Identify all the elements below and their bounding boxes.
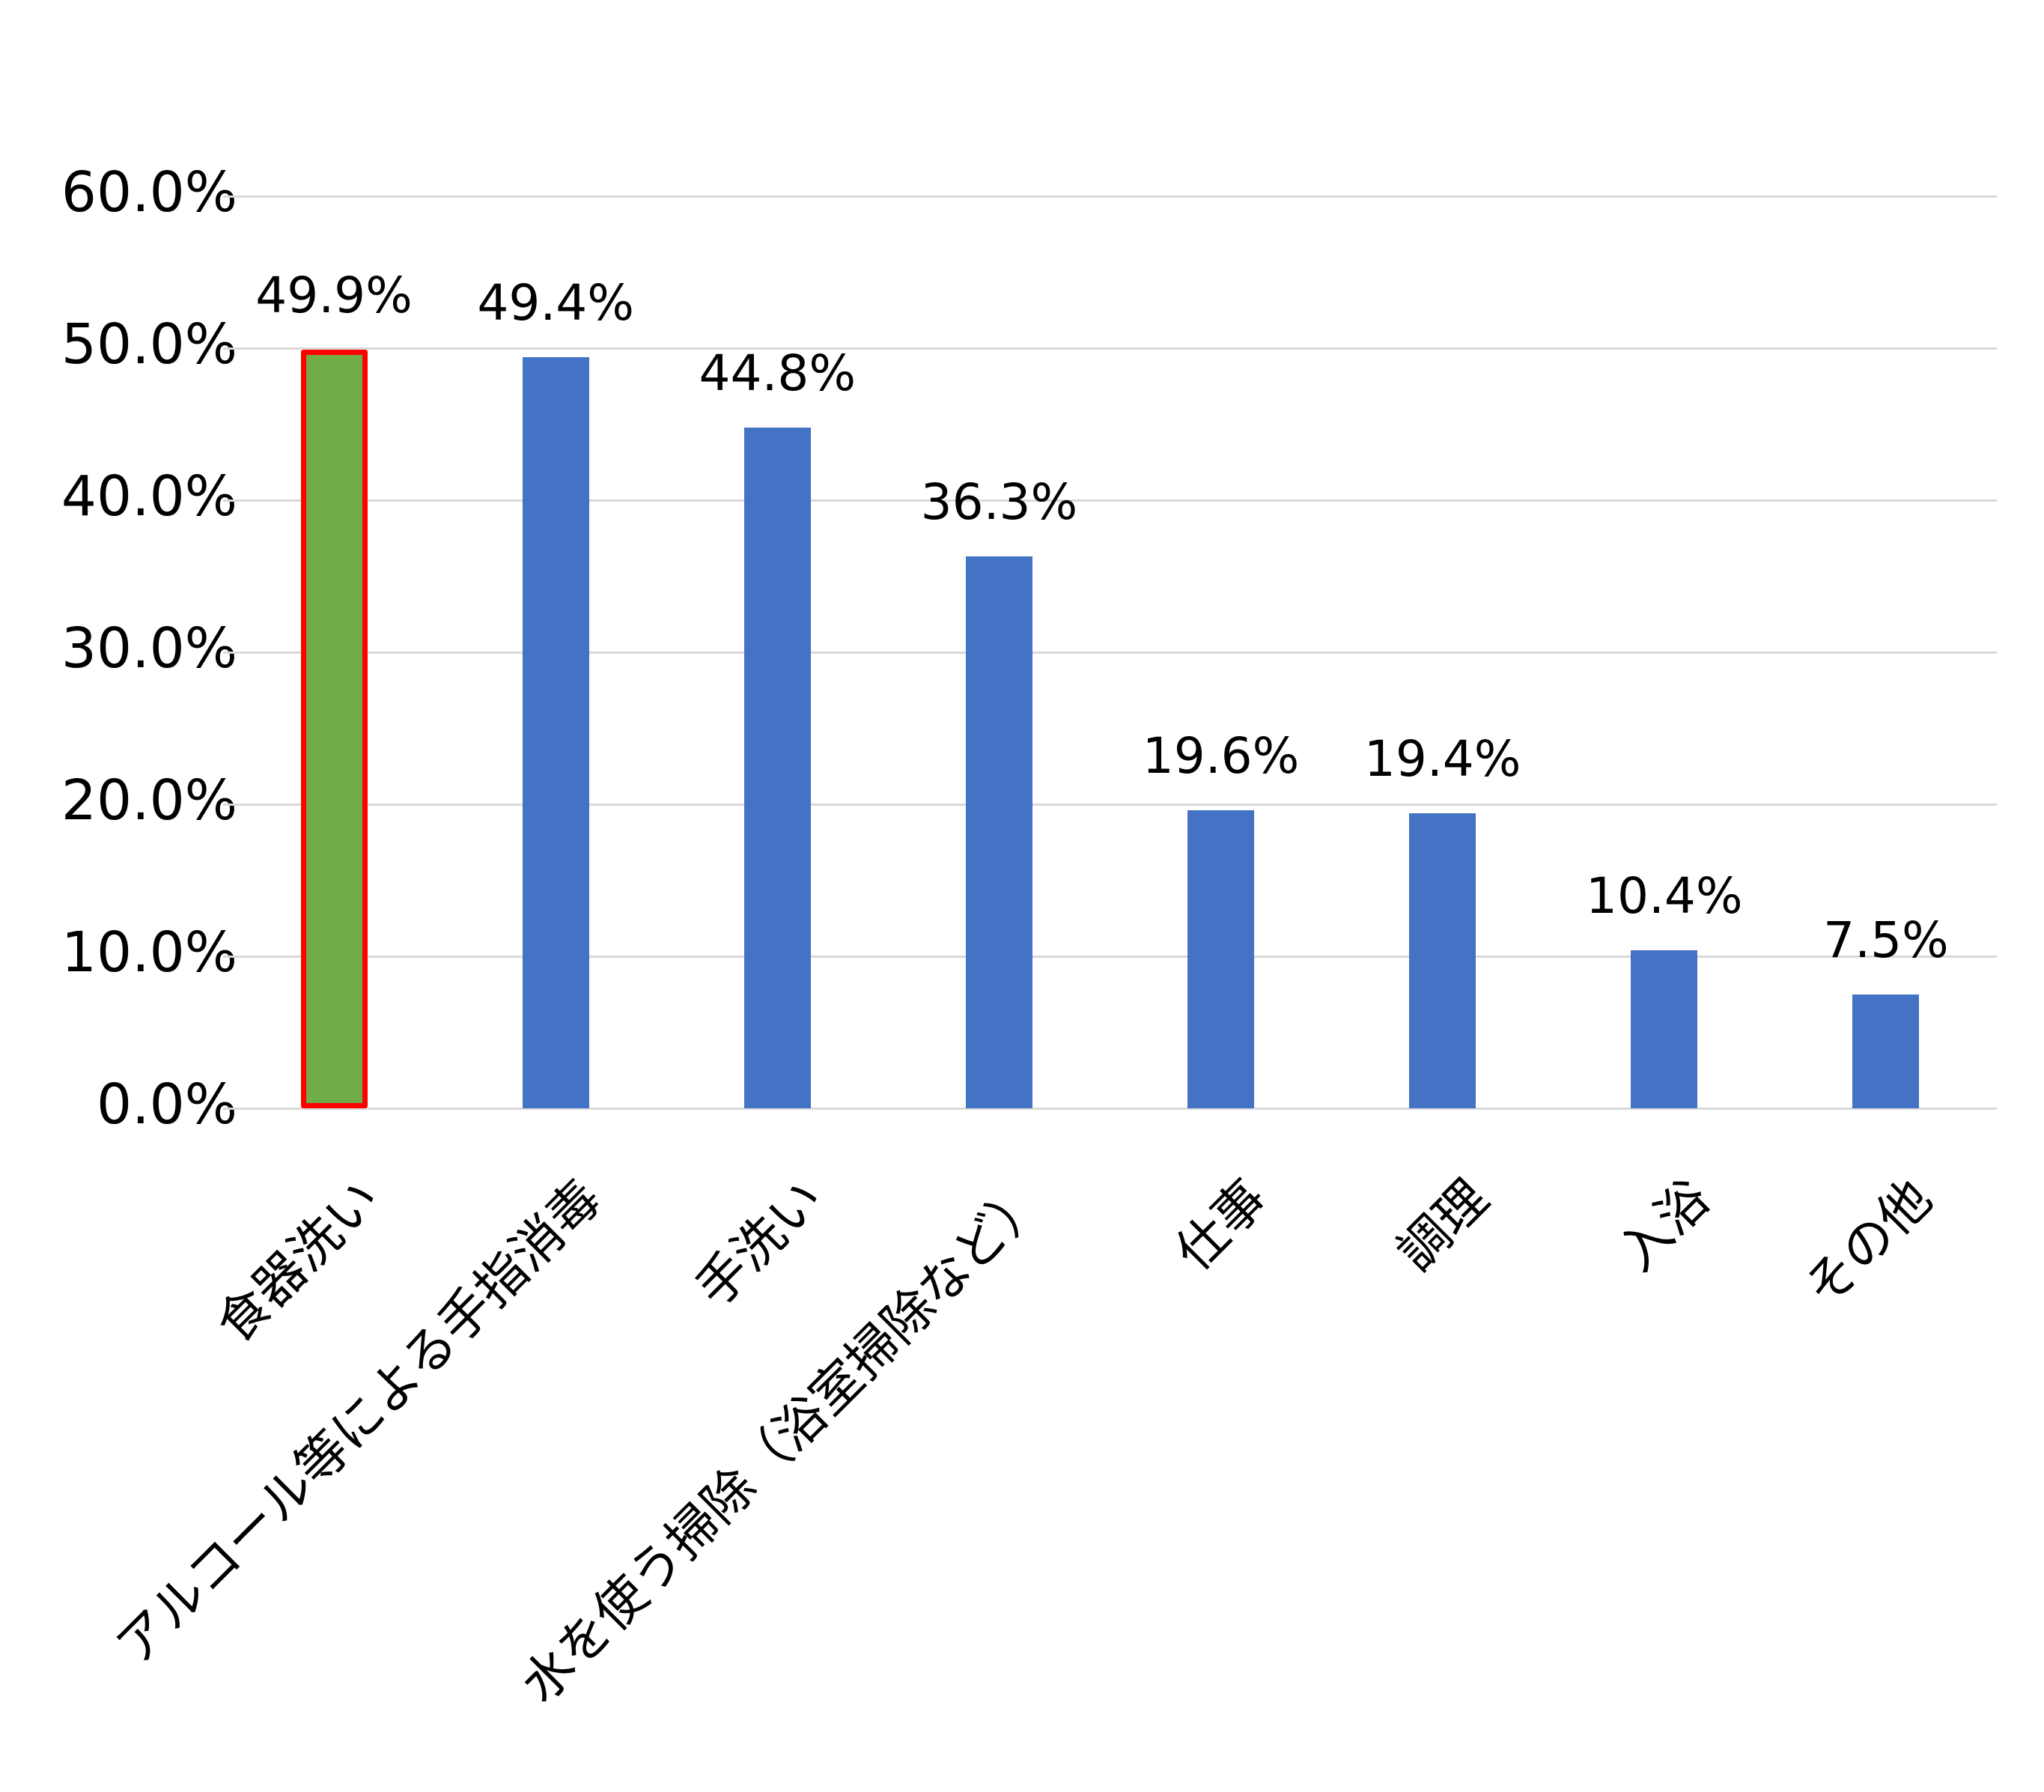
bar-highlighted (300, 350, 368, 1108)
x-category-label: 調理 (1386, 1168, 1500, 1283)
data-label: 10.4% (1585, 866, 1743, 925)
data-label: 44.8% (699, 344, 857, 402)
x-category-label: その他 (1793, 1168, 1944, 1319)
bar (1187, 810, 1255, 1108)
gridline (223, 499, 1997, 502)
gridline (223, 804, 1997, 806)
data-label: 49.4% (477, 274, 635, 332)
bar (743, 427, 811, 1108)
bar (1631, 950, 1698, 1108)
gridline (223, 652, 1997, 654)
y-tick-label: 20.0% (61, 768, 237, 833)
bar (1409, 813, 1476, 1108)
x-category-label: アルコール等による手指消毒 (105, 1168, 613, 1677)
x-category-label: 仕事 (1164, 1168, 1279, 1283)
gridline (223, 195, 1997, 198)
x-category-label: 手洗い (684, 1168, 835, 1319)
data-label: 19.4% (1363, 730, 1521, 789)
gridline (223, 347, 1997, 350)
data-label: 49.9% (255, 267, 413, 325)
x-category-label: 食器洗い (205, 1168, 392, 1355)
data-label: 19.6% (1142, 727, 1300, 786)
data-label: 36.3% (920, 473, 1078, 532)
gridline (223, 956, 1997, 958)
y-tick-label: 60.0% (61, 160, 237, 225)
y-tick-label: 0.0% (97, 1072, 237, 1137)
y-tick-label: 50.0% (61, 312, 237, 377)
bar (522, 357, 589, 1108)
x-category-label: 入浴 (1607, 1168, 1722, 1283)
y-tick-label: 40.0% (61, 464, 237, 529)
bar (1852, 994, 1920, 1108)
y-tick-label: 10.0% (61, 920, 237, 985)
y-tick-label: 30.0% (61, 616, 237, 681)
bar (965, 556, 1032, 1108)
data-label: 7.5% (1823, 911, 1949, 969)
gridline (223, 1108, 1997, 1110)
